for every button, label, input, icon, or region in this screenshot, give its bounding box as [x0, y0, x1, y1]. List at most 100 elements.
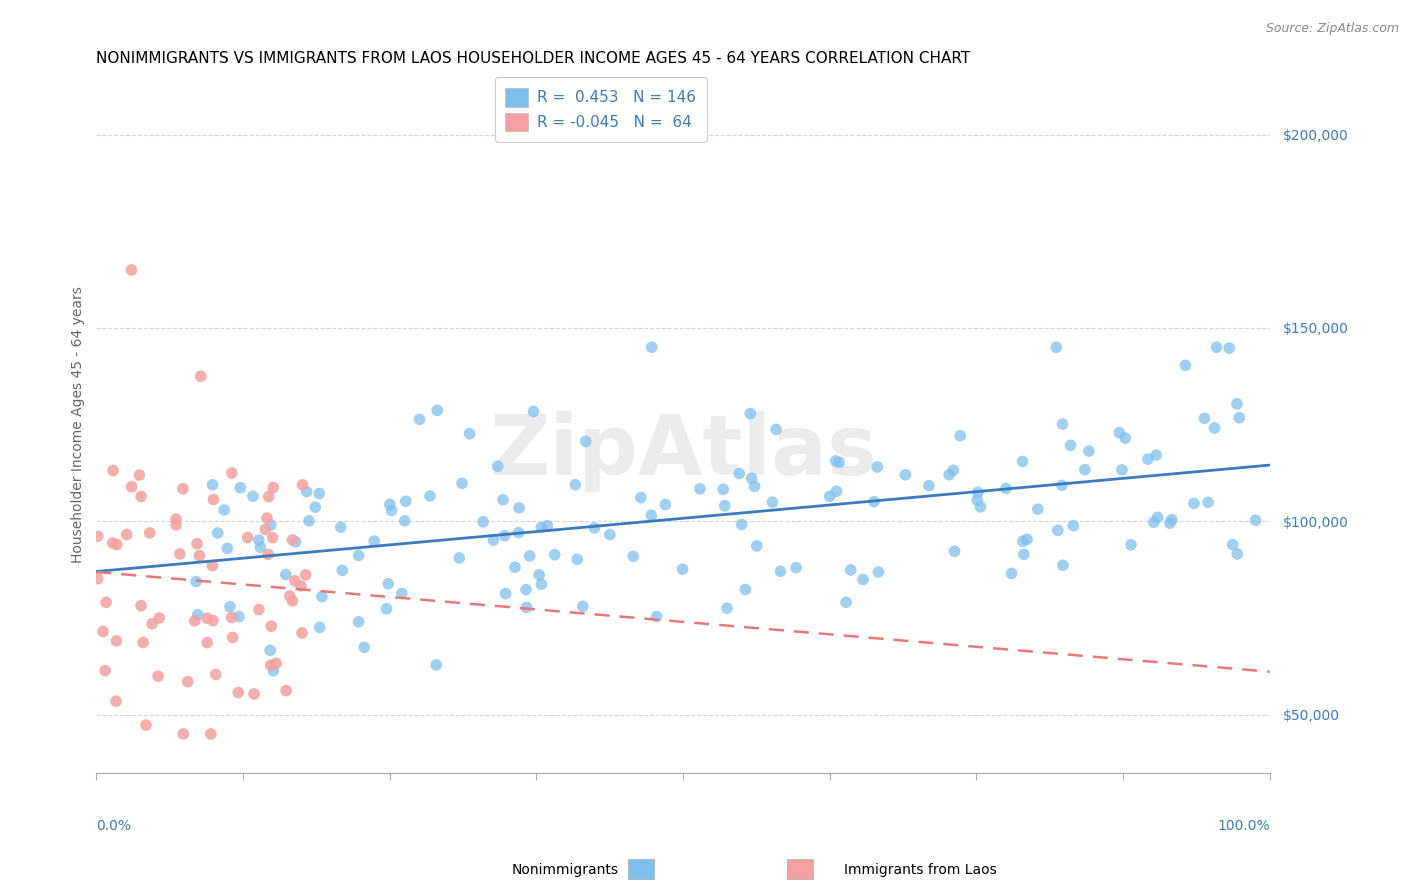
Point: [257, 547, 280, 561]
Point: [1052, 417, 1074, 431]
Point: [711, 483, 734, 497]
Point: [866, 460, 889, 475]
Point: [969, 500, 991, 514]
Point: [221, 466, 243, 480]
Point: [730, 517, 752, 532]
Text: ZipAtlas: ZipAtlas: [489, 411, 877, 492]
Point: [621, 549, 644, 564]
Point: [186, 537, 208, 551]
Point: [201, 477, 224, 491]
Point: [101, 464, 124, 478]
Point: [1000, 566, 1022, 581]
Point: [408, 412, 430, 426]
Point: [304, 500, 326, 515]
Point: [96, 595, 118, 609]
Point: [1182, 496, 1205, 510]
Point: [1226, 397, 1249, 411]
Point: [1159, 516, 1181, 531]
Point: [522, 404, 544, 418]
Point: [1077, 444, 1099, 458]
Point: [146, 669, 169, 683]
Point: [564, 477, 586, 491]
Point: [1108, 425, 1130, 440]
Point: [1204, 421, 1226, 435]
Text: 0.0%: 0.0%: [97, 819, 131, 833]
Point: [229, 481, 252, 495]
Point: [426, 403, 449, 417]
Point: [308, 620, 330, 634]
Point: [741, 471, 763, 485]
Point: [567, 552, 589, 566]
Point: [121, 263, 143, 277]
Point: [281, 533, 304, 547]
Point: [284, 534, 307, 549]
Point: [740, 407, 762, 421]
Point: [172, 482, 194, 496]
Point: [188, 549, 211, 563]
Point: [918, 478, 941, 492]
Point: [1052, 558, 1074, 573]
Point: [571, 599, 593, 614]
Point: [347, 549, 370, 563]
Point: [363, 534, 385, 549]
Point: [115, 527, 138, 541]
Point: [195, 611, 218, 625]
Point: [530, 577, 553, 591]
Y-axis label: Householder Income Ages 45 - 64 years: Householder Income Ages 45 - 64 years: [72, 286, 86, 563]
Point: [278, 589, 301, 603]
Point: [942, 463, 965, 477]
Point: [259, 643, 281, 657]
Point: [449, 550, 471, 565]
Point: [347, 615, 370, 629]
Point: [87, 572, 110, 586]
Point: [824, 454, 846, 468]
Point: [1059, 438, 1081, 452]
Point: [1015, 533, 1038, 547]
Point: [1045, 340, 1067, 354]
Point: [281, 594, 304, 608]
Point: [256, 511, 278, 525]
Point: [689, 482, 711, 496]
Point: [949, 428, 972, 442]
Point: [221, 631, 243, 645]
Point: [200, 727, 222, 741]
Point: [190, 369, 212, 384]
Point: [195, 635, 218, 649]
Point: [217, 541, 239, 556]
Point: [716, 601, 738, 615]
Point: [177, 674, 200, 689]
Point: [599, 527, 621, 541]
Text: Immigrants from Laos: Immigrants from Laos: [844, 863, 997, 877]
Point: [785, 560, 807, 574]
Point: [654, 498, 676, 512]
Point: [165, 512, 187, 526]
Point: [101, 536, 124, 550]
Point: [87, 529, 110, 543]
Point: [1011, 454, 1033, 468]
Point: [105, 537, 128, 551]
Point: [818, 489, 841, 503]
Point: [1218, 341, 1240, 355]
Point: [745, 539, 768, 553]
Point: [769, 564, 792, 578]
Point: [519, 549, 541, 563]
Point: [201, 558, 224, 573]
Point: [938, 467, 960, 482]
Point: [172, 727, 194, 741]
Point: [630, 491, 652, 505]
Point: [575, 434, 598, 449]
Point: [1050, 478, 1073, 492]
Point: [671, 562, 693, 576]
Point: [1194, 411, 1216, 425]
Point: [228, 609, 250, 624]
Point: [202, 492, 225, 507]
Point: [508, 500, 530, 515]
Point: [482, 533, 505, 547]
Point: [254, 523, 277, 537]
Point: [375, 602, 398, 616]
Point: [835, 595, 858, 609]
Point: [966, 485, 988, 500]
Point: [1226, 547, 1249, 561]
Point: [243, 687, 266, 701]
Point: [530, 520, 553, 534]
